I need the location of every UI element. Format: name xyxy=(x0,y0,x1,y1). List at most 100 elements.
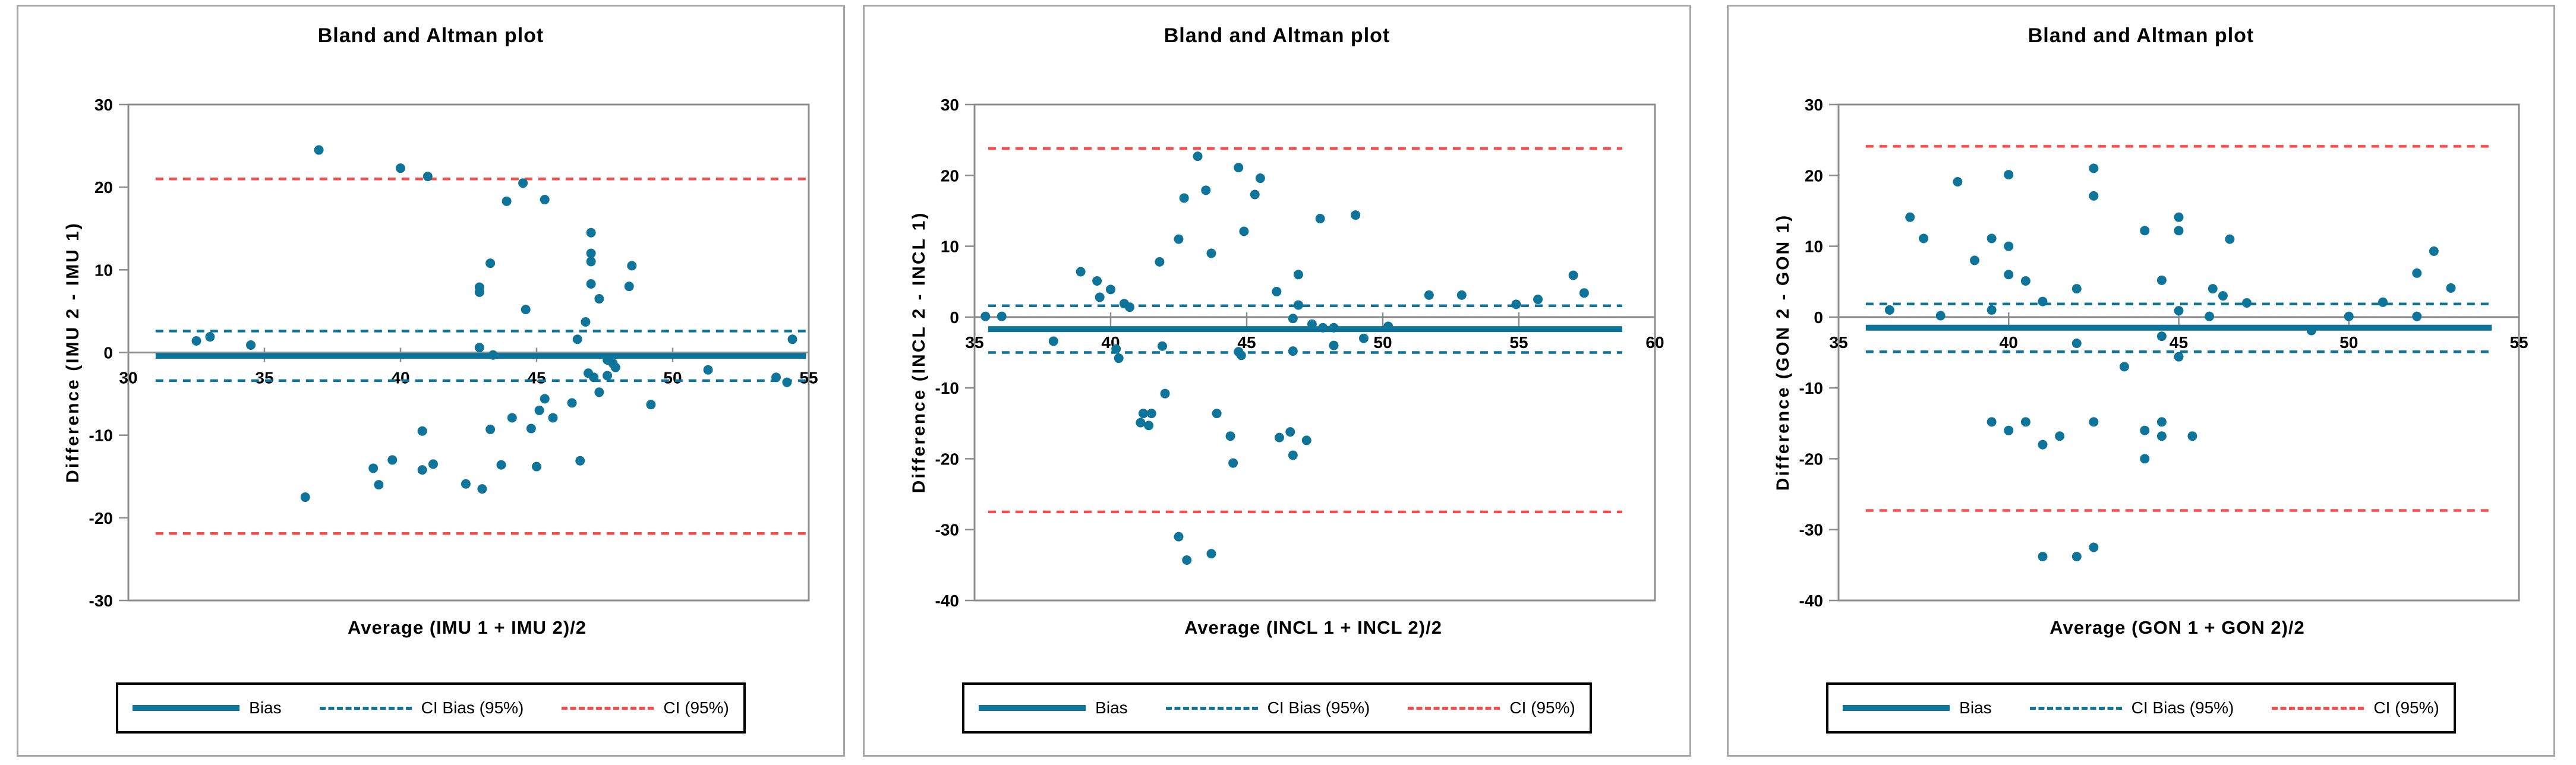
data-point xyxy=(532,461,541,472)
data-point xyxy=(1228,458,1238,468)
data-point xyxy=(1288,314,1298,324)
y-tick-label: -30 xyxy=(1799,521,1823,539)
data-point xyxy=(2156,417,2167,427)
data-point xyxy=(1351,210,1361,220)
data-point xyxy=(521,305,531,315)
ci-bias-line-sample xyxy=(319,706,412,710)
data-point xyxy=(2156,275,2167,285)
data-point xyxy=(1329,340,1339,350)
ci-line-sample xyxy=(562,706,654,710)
legend-item-bias: Bias xyxy=(133,698,282,717)
data-point xyxy=(496,460,506,470)
x-tick-label: 35 xyxy=(1829,333,1847,352)
y-tick-label: 10 xyxy=(941,238,959,256)
y-tick-label: 20 xyxy=(94,178,113,197)
data-point xyxy=(2187,431,2197,441)
bias-line-sample xyxy=(1843,705,1950,711)
legend-label: CI (95%) xyxy=(663,698,729,717)
data-point xyxy=(2140,226,2150,236)
data-point xyxy=(1294,270,1304,280)
data-point xyxy=(1579,288,1589,298)
legend-label: CI Bias (95%) xyxy=(2131,698,2234,717)
chart-panel-imu: 30 35 40 45 50 55 30 20 10 0 -10 -20 -30 Bland and A… xyxy=(17,5,845,757)
data-point xyxy=(2038,552,2048,562)
data-point xyxy=(2004,241,2014,251)
data-point xyxy=(2174,226,2184,236)
chart-panel-gon: 35 40 45 50 55 30 20 10 0 -10 -20 -30 -40 Bland and … xyxy=(1727,5,2555,757)
legend-label: CI Bias (95%) xyxy=(1267,698,1370,717)
data-point xyxy=(2071,284,2082,294)
data-point xyxy=(191,336,201,346)
x-tick-label: 45 xyxy=(527,369,546,387)
data-point xyxy=(1212,409,1222,419)
ci-line-sample xyxy=(1408,706,1500,710)
legend-item-bias: Bias xyxy=(1843,698,1992,717)
data-point xyxy=(567,398,577,408)
y-tick-label: 30 xyxy=(1805,96,1823,114)
data-point xyxy=(1383,321,1393,331)
y-tick-label: 20 xyxy=(941,166,959,185)
data-point xyxy=(594,294,604,304)
legend-item-ci-bias: CI Bias (95%) xyxy=(319,698,524,717)
data-point xyxy=(1048,336,1058,346)
y-axis-label: Difference (GON 2 - GON 1) xyxy=(1773,213,1793,491)
x-tick-label: 50 xyxy=(2339,333,2358,352)
data-point xyxy=(1179,193,1189,203)
data-point xyxy=(1201,185,1211,195)
data-point xyxy=(488,350,498,360)
y-axis-label: Difference (IMU 2 - IMU 1) xyxy=(63,222,83,483)
data-point xyxy=(2412,311,2422,321)
x-tick-label: 50 xyxy=(1373,333,1392,352)
data-point xyxy=(2038,440,2048,450)
legend-item-ci: CI (95%) xyxy=(1408,698,1575,717)
x-tick-label: 60 xyxy=(1645,333,1664,352)
data-point xyxy=(300,492,310,502)
data-point xyxy=(1160,388,1170,399)
y-tick-label: -10 xyxy=(1799,379,1823,397)
x-tick-label: 45 xyxy=(2170,333,2188,352)
data-point xyxy=(627,261,637,271)
data-point xyxy=(205,332,215,342)
data-point xyxy=(1136,418,1146,428)
data-point xyxy=(1315,214,1325,224)
legend-item-ci: CI (95%) xyxy=(562,698,729,717)
data-point xyxy=(1182,555,1192,565)
y-tick-label: -20 xyxy=(935,450,959,468)
legend-label: Bias xyxy=(249,698,282,717)
plot-border xyxy=(973,103,1656,602)
data-point xyxy=(2004,425,2014,435)
data-point xyxy=(396,163,405,173)
data-point xyxy=(1533,295,1543,305)
data-point xyxy=(2156,331,2167,342)
y-tick-label: -20 xyxy=(1799,450,1823,468)
data-point xyxy=(2140,425,2150,435)
chart-title: Bland and Altman plot xyxy=(317,24,544,47)
data-point xyxy=(703,365,713,375)
y-tick-label: -40 xyxy=(1799,592,1823,610)
y-tick-label: 30 xyxy=(94,96,113,114)
data-point xyxy=(1288,346,1298,356)
data-point xyxy=(1987,417,1997,427)
data-point xyxy=(507,413,517,423)
data-point xyxy=(2038,296,2048,306)
data-point xyxy=(1970,255,1979,265)
y-tick-label: 20 xyxy=(1805,166,1823,185)
data-point xyxy=(428,459,438,469)
data-point xyxy=(368,463,379,473)
y-axis-label: Difference (INCL 2 - INCL 1) xyxy=(909,211,929,494)
y-tick-label: -30 xyxy=(935,521,959,539)
data-point xyxy=(387,455,398,465)
chart-panel-incl: 35 40 45 50 55 60 30 20 10 0 -10 -20 -30 -40 Bland an… xyxy=(863,5,1691,757)
data-point xyxy=(374,480,384,490)
data-point xyxy=(1987,233,1997,244)
data-point xyxy=(417,426,427,436)
data-point xyxy=(1568,270,1578,280)
y-tick-label: -10 xyxy=(89,426,113,445)
data-point xyxy=(2089,163,2099,173)
legend-label: Bias xyxy=(1959,698,1992,717)
y-tick-label: 0 xyxy=(103,344,113,362)
data-point xyxy=(1155,257,1165,267)
data-point xyxy=(1239,226,1249,236)
x-tick-label: 55 xyxy=(799,369,818,387)
